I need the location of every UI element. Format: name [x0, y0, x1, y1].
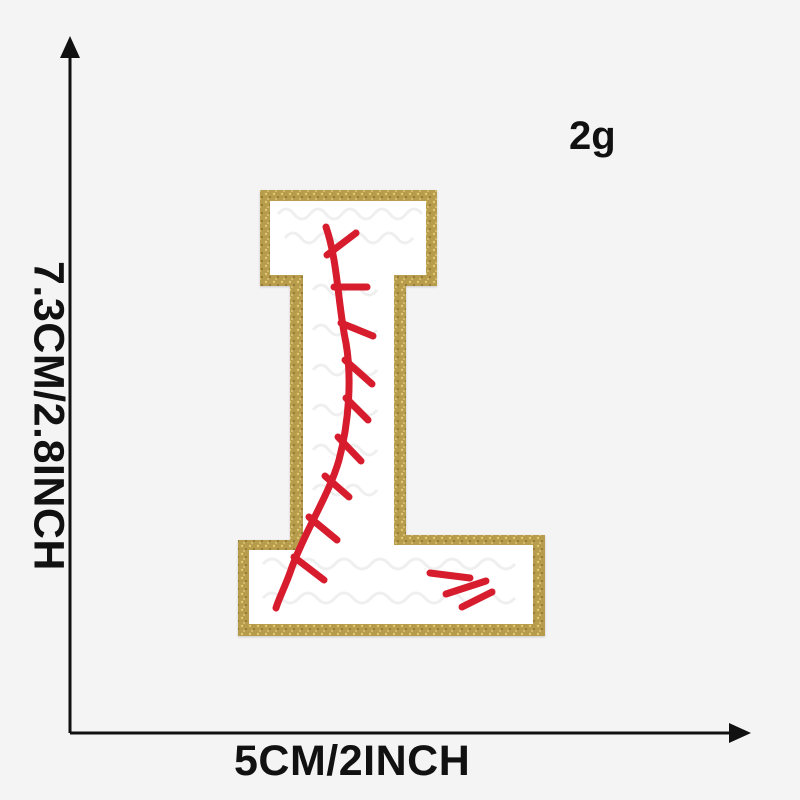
weight-label: 2g — [569, 114, 616, 158]
height-dimension-label: 7.3CM/2.8INCH — [24, 261, 73, 571]
arrow-up-icon — [60, 36, 80, 58]
red-stitching — [272, 223, 496, 612]
width-dimension-label: 5CM/2INCH — [234, 737, 471, 785]
letter-l-patch — [238, 190, 545, 636]
patch-white-chenille — [249, 201, 533, 624]
arrow-right-icon — [729, 723, 751, 743]
